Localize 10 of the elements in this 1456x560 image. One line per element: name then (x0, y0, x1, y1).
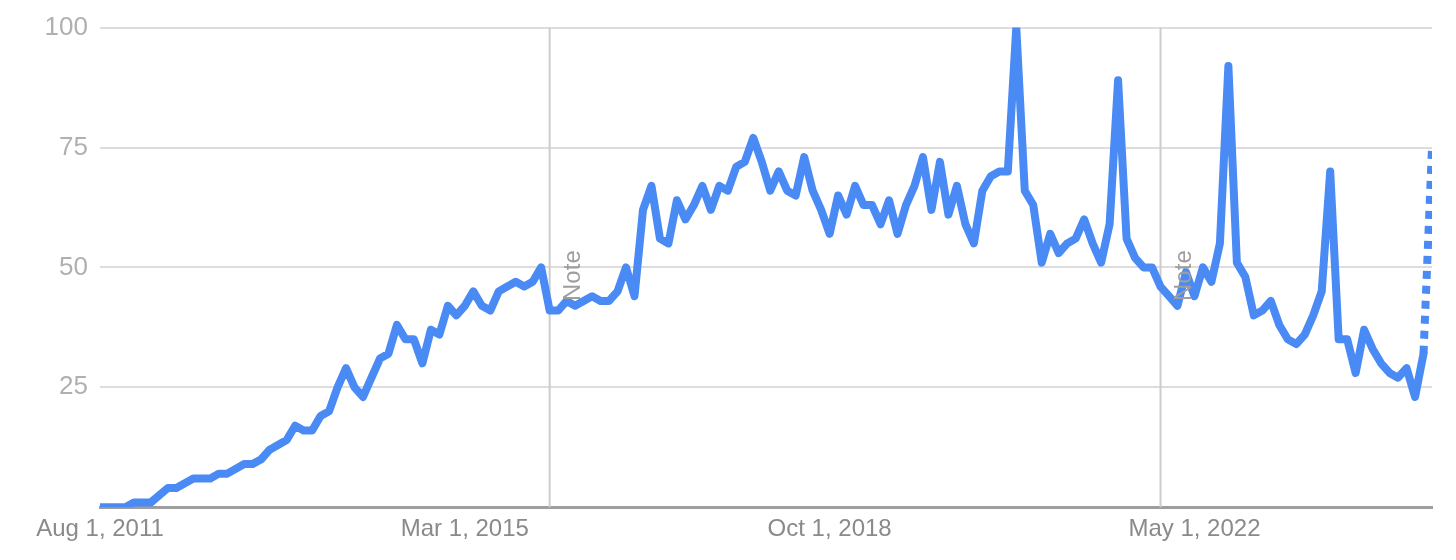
y-tick-label: 75 (59, 130, 88, 161)
y-tick-label: 25 (59, 370, 88, 401)
ref-line-label: Note (1168, 250, 1196, 301)
x-tick-label: Mar 1, 2015 (400, 514, 529, 542)
x-tick-label: May 1, 2022 (1128, 514, 1261, 542)
x-tick-label: Aug 1, 2011 (36, 514, 164, 542)
x-tick-label: Oct 1, 2018 (767, 514, 892, 542)
ref-line-label: Note (557, 250, 585, 301)
y-tick-label: 100 (44, 10, 88, 41)
y-tick-label: 50 (59, 250, 88, 281)
